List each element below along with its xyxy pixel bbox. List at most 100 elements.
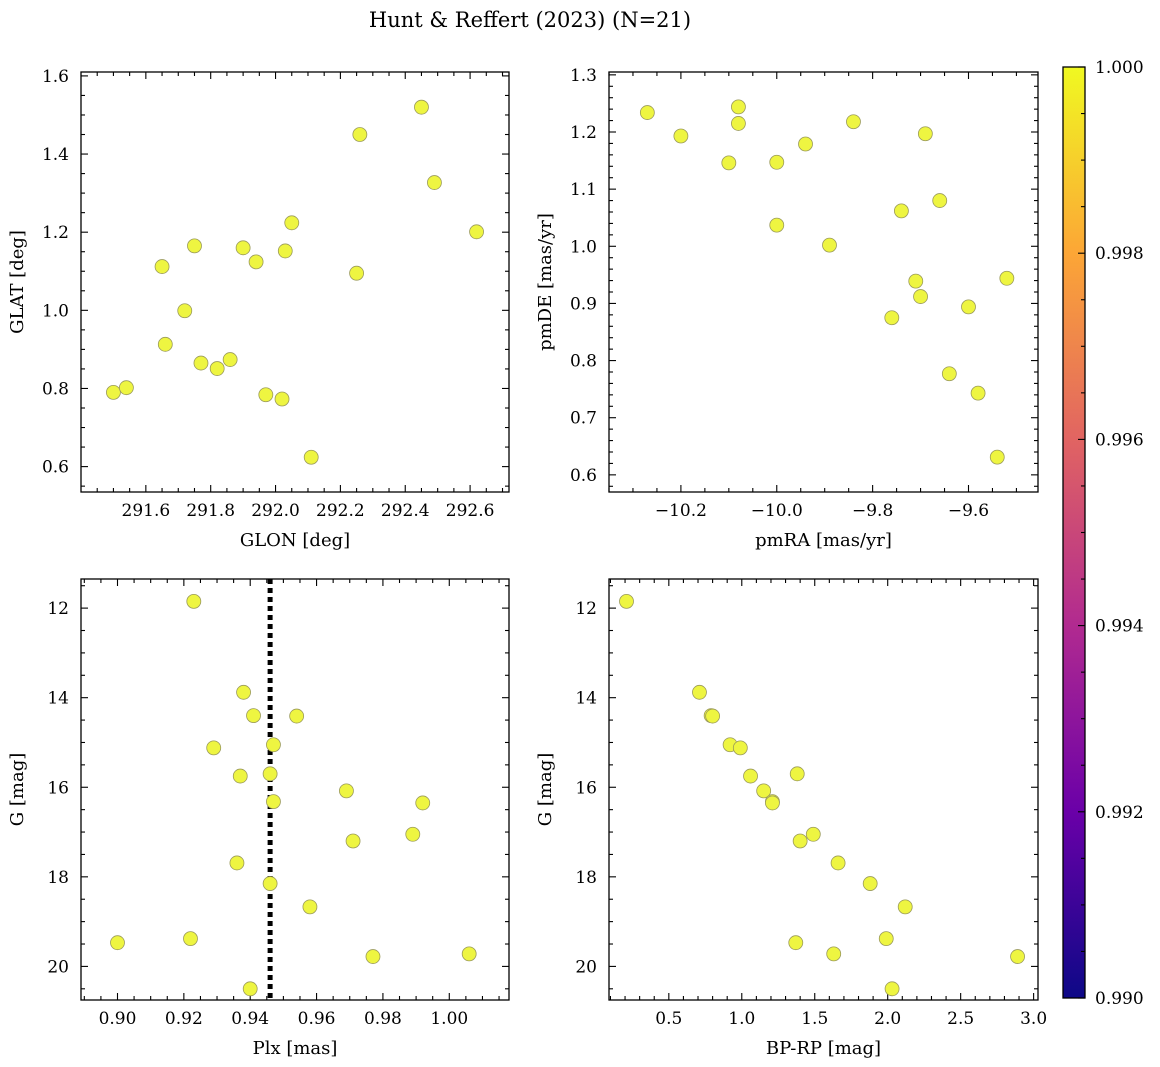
x-tick-label: −10.0 (751, 501, 803, 521)
y-tick-label: 0.9 (570, 294, 597, 314)
x-tick-label: 292.2 (316, 501, 365, 521)
data-point (792, 833, 808, 849)
data-point (769, 217, 785, 233)
y-axis-label: GLAT [deg] (7, 230, 28, 334)
data-point (262, 876, 278, 891)
x-axis-label: BP-RP [mag] (766, 1038, 881, 1059)
y-tick-label: 16 (47, 778, 69, 798)
y-tick-label: 1.0 (570, 237, 597, 257)
x-tick-label: 292.4 (381, 501, 430, 521)
x-tick-label: 0.90 (99, 1009, 137, 1029)
y-tick-label: 14 (575, 689, 597, 709)
data-point (908, 273, 924, 289)
data-point (352, 127, 368, 142)
colorbar: 0.990 0.992 0.994 0.996 0.998 1.000 (1062, 58, 1144, 1009)
data-point (897, 899, 913, 915)
data-point (339, 783, 354, 799)
data-point (826, 946, 842, 962)
data-point (177, 303, 193, 319)
colorbar-tick-label: 0.990 (1095, 989, 1144, 1009)
y-tick-label: 1.6 (42, 67, 69, 87)
data-point (242, 981, 258, 997)
data-point (414, 99, 429, 115)
data-point (878, 931, 894, 947)
data-point (222, 352, 238, 367)
data-point (765, 795, 780, 811)
data-point (619, 593, 634, 609)
data-point (248, 254, 264, 270)
data-point (258, 387, 274, 403)
data-point (118, 380, 134, 396)
y-tick-label: 1.2 (42, 223, 69, 243)
y-tick-label: 0.7 (570, 409, 597, 429)
data-point (884, 310, 900, 326)
y-tick-label: 1.3 (570, 66, 597, 86)
panel-plx-g: 0.90 0.92 0.94 0.96 0.98 1.00 12 14 16 18 20 Plx [m… (7, 578, 510, 1059)
x-tick-label: 2.0 (874, 1009, 901, 1029)
figure-title: Hunt & Reffert (2023) (N=21) (369, 8, 691, 32)
data-point (788, 935, 804, 951)
data-point (731, 116, 746, 131)
data-point (236, 684, 251, 700)
x-tick-label: 0.5 (655, 1009, 682, 1029)
data-point (405, 826, 421, 842)
data-point (246, 708, 261, 724)
data-point (673, 128, 689, 144)
colorbar-tick-label: 0.998 (1095, 244, 1144, 264)
axes-frame (608, 578, 1039, 1001)
data-point (277, 243, 293, 259)
data-point (206, 740, 222, 756)
data-point (917, 126, 933, 142)
data-point (789, 766, 805, 782)
data-point (884, 981, 900, 997)
x-tick-label: 1.5 (801, 1009, 828, 1029)
data-point (469, 224, 484, 240)
y-axis-label: pmDE [mas/yr] (535, 213, 556, 351)
data-point (193, 355, 209, 371)
x-tick-label: 1.00 (430, 1009, 468, 1029)
data-point (235, 240, 251, 256)
x-axis-label: pmRA [mas/yr] (755, 530, 892, 551)
data-point (999, 270, 1015, 286)
axes-frame (608, 71, 1039, 493)
y-axis-label: G [mag] (535, 753, 556, 826)
y-tick-label: 1.0 (42, 301, 69, 321)
y-tick-label: 12 (575, 599, 597, 619)
data-point (303, 449, 319, 465)
data-point (289, 708, 305, 724)
data-point (365, 949, 381, 964)
data-point (106, 384, 121, 400)
data-point (639, 105, 655, 120)
x-tick-label: −9.6 (948, 501, 989, 521)
data-point (186, 593, 202, 609)
y-tick-label: 0.6 (570, 466, 597, 486)
data-point (913, 289, 928, 304)
data-point (846, 114, 861, 130)
data-point (415, 795, 431, 811)
panels: 291.6 291.8 292.0 292.2 292.4 292.6 0.6 0.8 1.0 1… (7, 66, 1047, 1059)
data-point (266, 737, 281, 753)
data-point (961, 299, 976, 315)
x-tick-label: 1.0 (728, 1009, 755, 1029)
data-point (932, 193, 948, 208)
x-tick-label: 0.94 (231, 1009, 269, 1029)
x-axis-label: GLON [deg] (240, 530, 350, 551)
x-tick-label: 0.96 (298, 1009, 336, 1029)
data-point (274, 391, 290, 407)
y-axis-label: G [mag] (7, 753, 28, 826)
data-point (349, 265, 365, 281)
data-point (262, 766, 278, 782)
x-tick-label: 0.92 (165, 1009, 203, 1029)
data-point (893, 203, 909, 219)
x-tick-label: 291.8 (186, 501, 235, 521)
data-point (743, 768, 758, 784)
axes-frame (80, 578, 510, 1001)
data-point (110, 935, 125, 951)
colorbar-frame (1062, 66, 1086, 999)
y-tick-label: 1.2 (570, 123, 597, 143)
colorbar-tick-label: 0.996 (1095, 430, 1144, 450)
y-tick-label: 18 (575, 868, 597, 888)
data-point (229, 855, 245, 871)
data-point (284, 215, 300, 231)
data-point (345, 833, 361, 849)
